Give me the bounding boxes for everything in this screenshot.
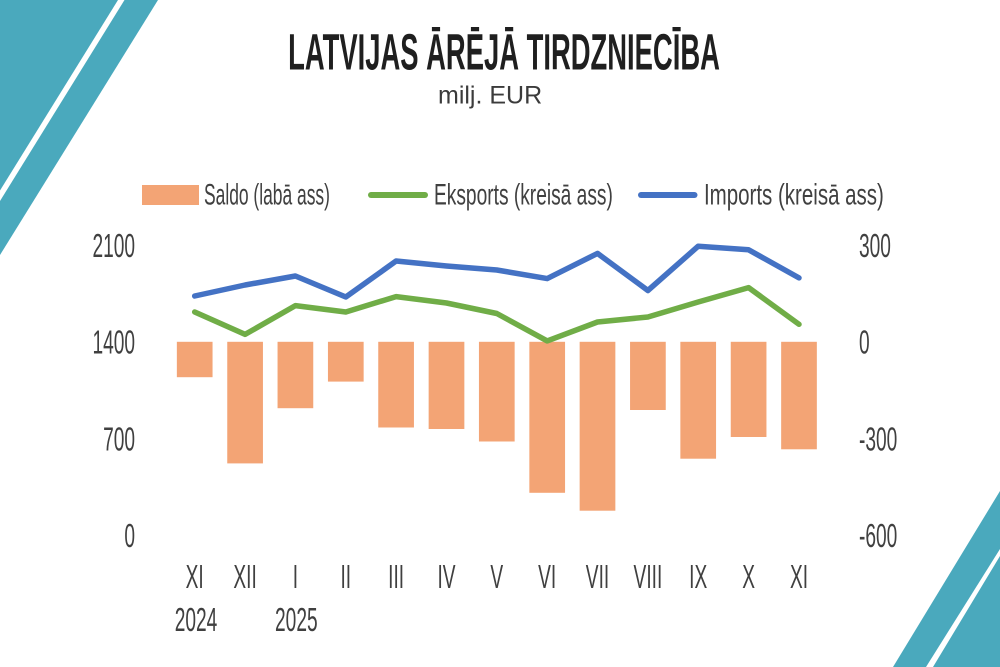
svg-text:XI: XI bbox=[790, 558, 808, 595]
svg-text:0: 0 bbox=[859, 324, 870, 361]
svg-text:I: I bbox=[293, 558, 298, 595]
svg-text:LATVIJAS ĀRĒJĀ TIRDZNIECĪBA: LATVIJAS ĀRĒJĀ TIRDZNIECĪBA bbox=[288, 23, 720, 80]
svg-text:Eksports (kreisā ass): Eksports (kreisā ass) bbox=[434, 178, 613, 211]
svg-text:II: II bbox=[340, 558, 351, 595]
svg-text:X: X bbox=[742, 558, 755, 595]
svg-text:-300: -300 bbox=[859, 421, 897, 458]
svg-text:XII: XII bbox=[233, 558, 256, 595]
svg-text:XI: XI bbox=[186, 558, 204, 595]
svg-text:V: V bbox=[490, 558, 503, 595]
svg-text:VII: VII bbox=[586, 558, 609, 595]
svg-text:1400: 1400 bbox=[92, 324, 135, 361]
svg-text:-600: -600 bbox=[859, 518, 897, 555]
svg-text:IV: IV bbox=[437, 558, 455, 595]
svg-text:Imports (kreisā ass): Imports (kreisā ass) bbox=[704, 179, 884, 212]
svg-text:2025: 2025 bbox=[275, 602, 318, 639]
svg-text:VI: VI bbox=[538, 558, 556, 595]
svg-text:2024: 2024 bbox=[175, 602, 218, 639]
svg-text:IX: IX bbox=[689, 558, 707, 595]
svg-text:VIII: VIII bbox=[634, 558, 663, 595]
svg-text:700: 700 bbox=[103, 421, 135, 458]
svg-text:2100: 2100 bbox=[92, 228, 135, 265]
svg-text:III: III bbox=[388, 558, 404, 595]
svg-text:0: 0 bbox=[124, 518, 135, 555]
svg-text:300: 300 bbox=[859, 228, 891, 265]
svg-text:Saldo (labā ass): Saldo (labā ass) bbox=[204, 179, 330, 212]
svg-text:milj. EUR: milj. EUR bbox=[438, 82, 542, 110]
